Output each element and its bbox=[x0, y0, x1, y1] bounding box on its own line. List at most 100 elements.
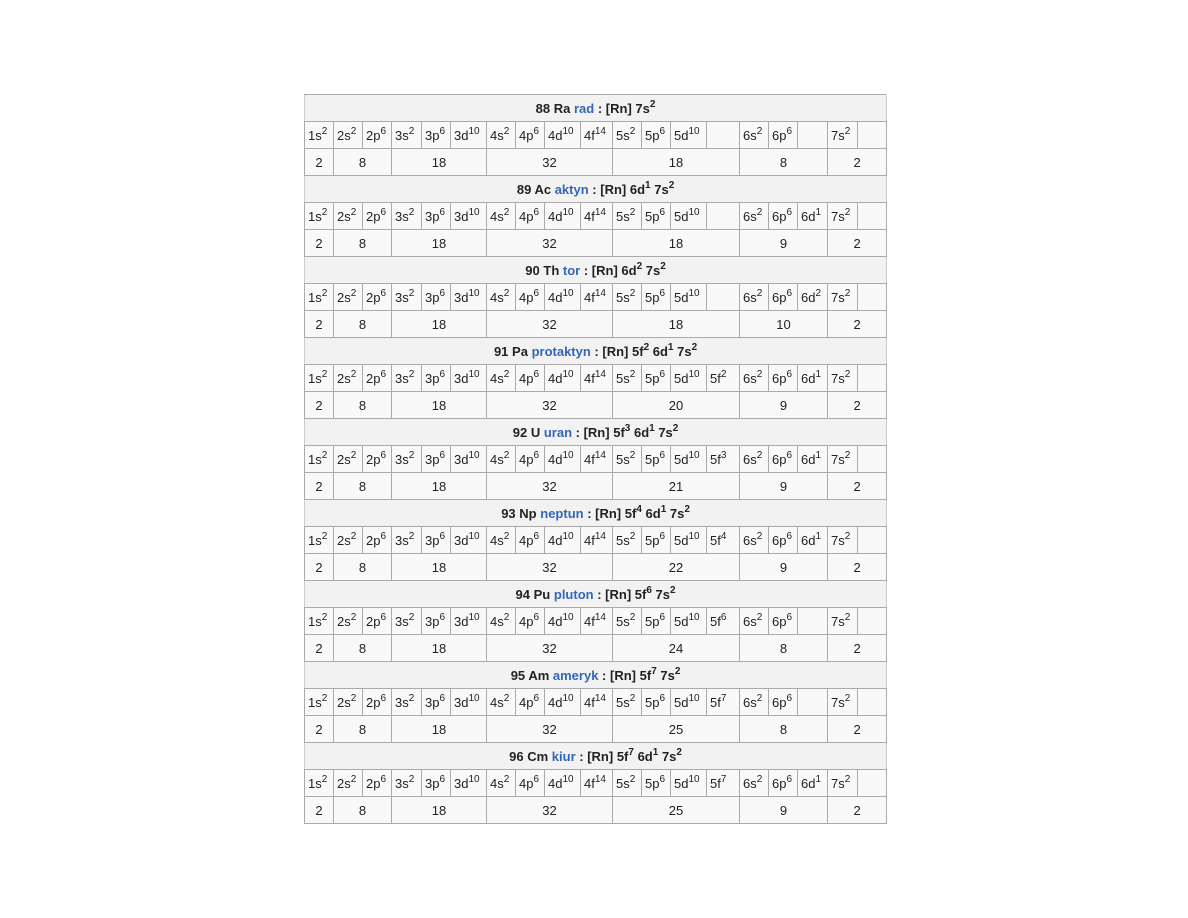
orbital-label: 3p bbox=[425, 532, 440, 548]
shell-count: 8 bbox=[333, 310, 392, 338]
orbital-electrons: 10 bbox=[688, 449, 700, 461]
orbital-cell: 2s2 bbox=[333, 283, 363, 311]
config-electrons: 7 bbox=[628, 746, 634, 758]
element-name-link[interactable]: kiur bbox=[551, 748, 576, 764]
orbital-label: 3d bbox=[454, 694, 469, 710]
orbital-electrons: 2 bbox=[629, 125, 636, 137]
orbital-label: 5f bbox=[710, 532, 721, 548]
config-prefix: [Rn] bbox=[587, 748, 614, 764]
orbital-cell: 3p6 bbox=[421, 283, 451, 311]
element-name-link[interactable]: tor bbox=[562, 262, 581, 278]
orbital-label: 3d bbox=[454, 289, 469, 305]
orbital-cell bbox=[856, 607, 888, 635]
element-symbol: Th bbox=[543, 262, 560, 278]
orbital-electrons: 14 bbox=[594, 287, 606, 299]
orbital-label: 2s bbox=[337, 208, 351, 224]
orbital-cell: 4p6 bbox=[515, 445, 545, 473]
orbital-cell: 5f2 bbox=[706, 364, 740, 392]
element-header: 93 Np neptun : [Rn] 5f4 6d1 7s2 bbox=[303, 499, 888, 527]
orbital-cell: 5s2 bbox=[612, 688, 642, 716]
orbital-cell: 5f7 bbox=[706, 688, 740, 716]
orbital-electrons: 6 bbox=[720, 611, 727, 623]
element-name-link[interactable]: neptun bbox=[540, 505, 584, 521]
orbital-cell: 6p6 bbox=[768, 607, 798, 635]
orbital-electrons: 10 bbox=[688, 611, 700, 623]
orbital-electrons: 14 bbox=[594, 368, 606, 380]
orbital-label: 6s bbox=[743, 532, 757, 548]
config-orbital: 5f bbox=[639, 667, 652, 683]
shell-count: 8 bbox=[333, 472, 392, 500]
element-name-link[interactable]: uran bbox=[543, 424, 573, 440]
config-orbital: 7s bbox=[661, 748, 677, 764]
shell-count: 32 bbox=[486, 472, 613, 500]
orbital-electrons: 2 bbox=[321, 368, 328, 380]
orbital-label: 5d bbox=[674, 532, 689, 548]
orbital-cell: 5f3 bbox=[706, 445, 740, 473]
orbital-cell: 3p6 bbox=[421, 364, 451, 392]
orbital-label: 6p bbox=[772, 694, 787, 710]
orbital-cell: 3d10 bbox=[450, 202, 487, 230]
orbital-cell: 3p6 bbox=[421, 526, 451, 554]
orbital-label: 3s bbox=[395, 532, 409, 548]
orbital-cell bbox=[797, 121, 828, 149]
orbital-label: 4s bbox=[490, 613, 504, 629]
element-name-link[interactable]: rad bbox=[574, 100, 595, 116]
element-name-link[interactable]: protaktyn bbox=[531, 343, 591, 359]
shell-count: 25 bbox=[612, 796, 740, 824]
orbital-electrons: 1 bbox=[815, 368, 822, 380]
element-number: 96 bbox=[509, 748, 524, 764]
orbital-electrons: 2 bbox=[503, 692, 510, 704]
orbital-cell: 4p6 bbox=[515, 121, 545, 149]
orbital-label: 4p bbox=[519, 694, 534, 710]
orbital-cell: 4f14 bbox=[580, 445, 613, 473]
orbital-cell: 6p6 bbox=[768, 445, 798, 473]
element-header-row: 91 Pa protaktyn : [Rn] 5f2 6d1 7s2 bbox=[303, 337, 888, 365]
config-electrons: 1 bbox=[660, 503, 667, 515]
shell-count: 9 bbox=[739, 229, 828, 257]
orbital-label: 3p bbox=[425, 289, 440, 305]
orbital-cell bbox=[706, 202, 740, 230]
element-header-row: 96 Cm kiur : [Rn] 5f7 6d1 7s2 bbox=[303, 742, 888, 770]
shell-row: 2 8 18 32 18 8 2 bbox=[304, 148, 888, 176]
orbital-label: 2p bbox=[366, 289, 381, 305]
orbital-electrons: 6 bbox=[659, 611, 666, 623]
shell-count: 2 bbox=[826, 310, 888, 338]
shell-count: 18 bbox=[391, 310, 487, 338]
orbital-electrons: 2 bbox=[844, 692, 851, 704]
orbital-row: 1s2 2s2 2p6 3s2 3p6 3d10 4s2 4p6 4d10 4f14 5s2 5p6 5… bbox=[304, 607, 888, 635]
orbital-electrons: 2 bbox=[629, 773, 636, 785]
orbital-electrons: 2 bbox=[350, 773, 357, 785]
orbital-label: 4s bbox=[490, 451, 504, 467]
config-electrons: 1 bbox=[649, 422, 655, 434]
config-prefix: [Rn] bbox=[602, 343, 629, 359]
config-orbital: 6d bbox=[629, 181, 646, 197]
orbital-cell: 2p6 bbox=[362, 526, 392, 554]
orbital-row: 1s2 2s2 2p6 3s2 3p6 3d10 4s2 4p6 4d10 4f14 5s2 5p6 5… bbox=[304, 121, 888, 149]
config-electrons: 2 bbox=[670, 584, 676, 596]
orbital-label: 2p bbox=[366, 694, 381, 710]
orbital-electrons: 2 bbox=[408, 449, 415, 461]
orbital-cell: 6d1 bbox=[797, 526, 828, 554]
element-header-row: 92 U uran : [Rn] 5f3 6d1 7s2 bbox=[303, 418, 888, 446]
orbital-cell: 3s2 bbox=[391, 769, 422, 797]
orbital-cell: 2p6 bbox=[362, 283, 392, 311]
config-electrons: 1 bbox=[652, 746, 659, 758]
element-name-link[interactable]: aktyn bbox=[554, 181, 589, 197]
config-electrons: 2 bbox=[668, 179, 675, 191]
shell-count: 32 bbox=[486, 553, 613, 581]
orbital-cell: 6p6 bbox=[768, 364, 798, 392]
element-number: 89 bbox=[516, 181, 532, 197]
shell-count: 21 bbox=[612, 472, 740, 500]
orbital-cell: 4f14 bbox=[580, 688, 613, 716]
orbital-electrons: 2 bbox=[321, 449, 328, 461]
config-orbital: 6d bbox=[652, 343, 668, 359]
element-name-link[interactable]: ameryk bbox=[552, 667, 599, 683]
shell-count: 9 bbox=[739, 796, 828, 824]
element-symbol: Ra bbox=[553, 100, 571, 116]
orbital-label: 4f bbox=[584, 532, 595, 548]
config-orbital: 7s bbox=[669, 505, 685, 521]
orbital-cell: 3s2 bbox=[391, 202, 422, 230]
orbital-electrons: 6 bbox=[439, 125, 446, 137]
element-name-link[interactable]: pluton bbox=[553, 586, 594, 602]
orbital-electrons: 2 bbox=[350, 611, 357, 623]
